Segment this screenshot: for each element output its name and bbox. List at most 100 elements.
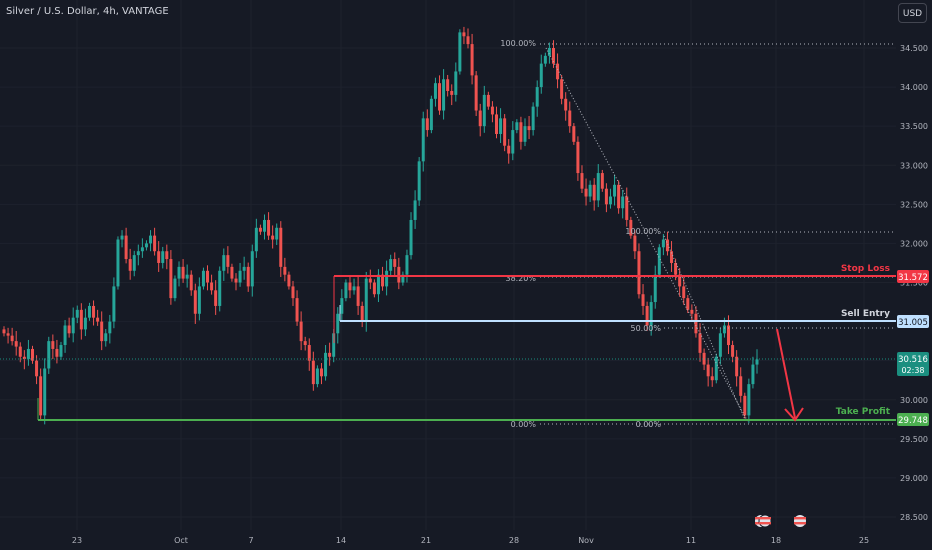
candle-body [181, 266, 185, 279]
candle-body [592, 184, 596, 201]
candle-body [694, 313, 698, 334]
candle-body [438, 83, 442, 111]
candle-body [177, 266, 181, 279]
candle-body [702, 352, 706, 365]
candle-body [352, 286, 356, 291]
fib-label-0-b: 0.00% [636, 420, 662, 429]
candle-body [39, 376, 43, 416]
candle-body [727, 325, 731, 346]
candle-body [197, 286, 201, 314]
candle-body [429, 98, 433, 131]
candle-body [527, 126, 531, 131]
candle-body [18, 346, 22, 357]
candle-body [47, 341, 51, 369]
candle-body [2, 329, 6, 334]
candle-body [714, 356, 718, 381]
candle-body [79, 309, 83, 330]
sell-entry-price-tag: 31.005 [897, 315, 929, 328]
fib-label-50: 50.00% [630, 324, 661, 333]
candle-body [507, 145, 511, 154]
candle-body [417, 161, 421, 201]
candle-body [319, 368, 323, 377]
x-tick-label: 25 [859, 536, 869, 545]
candle-body [560, 79, 564, 99]
fib-retracement-main[interactable]: 100.00% 38.20% 0.00% [500, 39, 896, 429]
candle-body [185, 274, 189, 279]
candle-body [43, 368, 47, 416]
candle-body [499, 118, 503, 134]
candle-body [405, 255, 409, 275]
candle-body [120, 235, 124, 240]
candle-body [519, 122, 523, 142]
currency-button[interactable]: USD [898, 3, 927, 23]
candle-body [637, 251, 641, 295]
candle-body [193, 290, 197, 314]
candle-body [580, 173, 584, 189]
stop-loss-level[interactable]: Stop Loss [333, 264, 896, 343]
candle-body [718, 333, 722, 357]
candle-body [478, 110, 482, 127]
candle-body [210, 282, 214, 291]
candle-body [433, 83, 437, 99]
candle-body [739, 376, 743, 396]
candle-body [706, 364, 710, 377]
economic-event-icon[interactable] [755, 514, 806, 528]
candle-body [189, 274, 193, 291]
candle-body [678, 274, 682, 287]
x-tick-label: Nov [578, 536, 594, 545]
candle-body [633, 235, 637, 252]
candle-body [291, 286, 295, 299]
candle-body [743, 395, 747, 416]
candle-body [584, 188, 588, 197]
y-tick-label: 32.500 [900, 200, 928, 209]
candle-body [376, 274, 380, 295]
candle-body [83, 317, 87, 330]
x-tick-label: 18 [771, 536, 781, 545]
candle-body [22, 356, 26, 360]
candle-body [735, 356, 739, 377]
candle-body [674, 262, 678, 275]
candle-body [564, 98, 568, 111]
fib-retracement-secondary[interactable]: 100.00% 50.00% 0.00% [625, 227, 896, 429]
candle-body [87, 305, 91, 318]
current-price-tag: 30.516 02:38 [897, 352, 929, 376]
candle-body [71, 317, 75, 334]
candle-body [568, 110, 572, 127]
candle-body [657, 247, 661, 275]
candle-body [425, 118, 429, 131]
candle-body [755, 359, 759, 365]
candle-body [446, 79, 450, 91]
symbol-title[interactable]: Silver / U.S. Dollar, 4h, VANTAGE [6, 6, 169, 17]
candle-body [328, 352, 332, 357]
projection-arrow[interactable] [776, 328, 804, 422]
candle-body [604, 188, 608, 205]
candle-body [324, 352, 328, 377]
candle-body [303, 341, 307, 346]
candle-body [271, 235, 275, 240]
candle-body [458, 32, 462, 72]
candle-body [608, 196, 612, 205]
candle-body [600, 173, 604, 189]
sell-entry-level[interactable]: Sell Entry [339, 305, 896, 322]
candle-body [262, 219, 266, 232]
take-profit-level[interactable]: Take Profit [37, 398, 896, 421]
candle-body [116, 239, 120, 287]
take-profit-price-tag: 29.748 [897, 413, 929, 426]
candle-body [442, 79, 446, 111]
candle-body [670, 251, 674, 263]
candle-body [149, 235, 153, 244]
candle-body [10, 335, 14, 342]
candle-body [356, 286, 360, 306]
svg-text:29.748: 29.748 [898, 416, 928, 426]
candle-body [63, 325, 67, 346]
candle-body [218, 270, 222, 306]
candle-body [372, 282, 376, 295]
candle-body [368, 278, 372, 283]
candle-body [6, 333, 10, 336]
candle-body [340, 298, 344, 314]
candle-body [51, 341, 55, 349]
candle-body [621, 196, 625, 209]
candle-body [267, 219, 271, 236]
candle-body [96, 317, 100, 322]
